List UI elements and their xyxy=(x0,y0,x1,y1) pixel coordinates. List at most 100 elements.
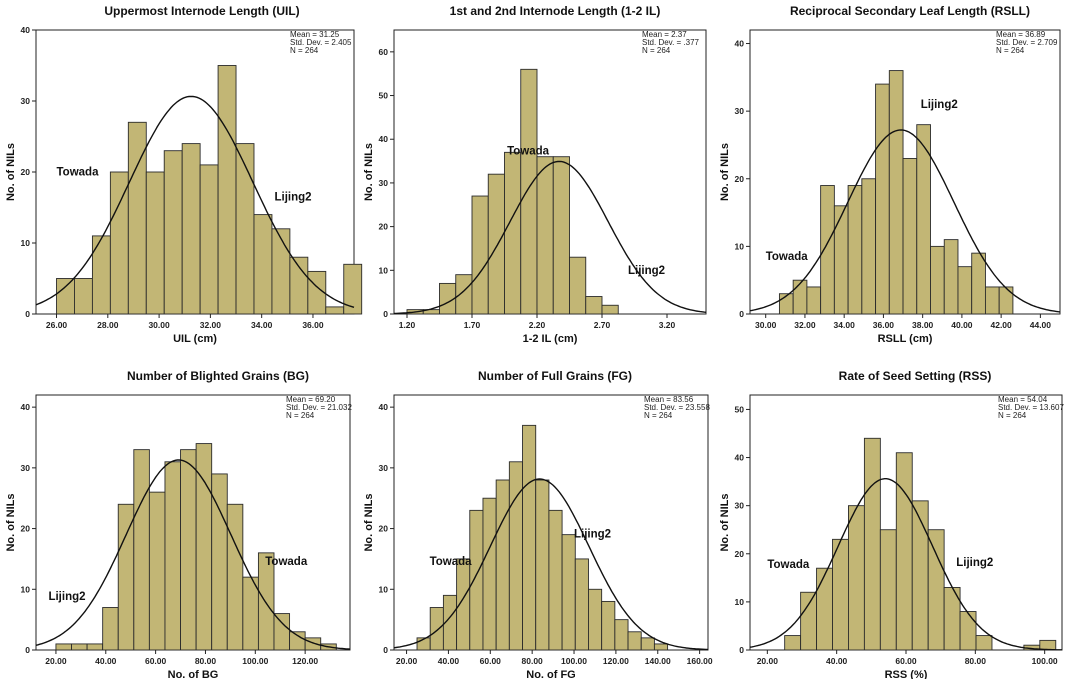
histogram-bar xyxy=(888,70,904,315)
normal-curve xyxy=(35,95,355,308)
annotation-label: Towada xyxy=(57,167,100,179)
y-tick-label: 30 xyxy=(21,463,31,473)
y-tick-label: 20 xyxy=(21,167,31,177)
histogram-bar xyxy=(957,266,973,315)
annotation-label: Towada xyxy=(430,556,473,568)
histogram-panel-2: 1st and 2nd Internode Length (1-2 IL) 1.2… xyxy=(363,4,707,345)
histogram-bar xyxy=(469,509,484,651)
x-tick-label: 60.00 xyxy=(895,656,917,666)
stat-n: N = 264 xyxy=(996,46,1025,55)
x-tick-label: 20.00 xyxy=(396,656,418,666)
histogram-bar xyxy=(653,643,669,651)
annotation-label: Lijing2 xyxy=(628,265,665,277)
x-tick-label: 42.00 xyxy=(990,320,1012,330)
histogram-bar xyxy=(820,185,835,315)
y-tick-label: 40 xyxy=(379,134,389,144)
histogram-bar xyxy=(117,503,135,651)
y-tick-label: 20 xyxy=(735,174,745,184)
stat-mean: Mean = 54.04 xyxy=(998,395,1048,404)
x-tick-label: 26.00 xyxy=(46,320,68,330)
histogram-bar xyxy=(56,278,75,315)
x-tick-label: 40.00 xyxy=(95,656,117,666)
stat-std-dev: Std. Dev. = 13.607 xyxy=(998,403,1064,412)
histogram-bar xyxy=(833,205,849,315)
x-axis-label: RSLL (cm) xyxy=(878,333,933,345)
stat-mean: Mean = 69.20 xyxy=(286,395,336,404)
x-tick-label: 36.00 xyxy=(302,320,324,330)
x-tick-label: 1.70 xyxy=(464,320,481,330)
histogram-bar xyxy=(1039,639,1057,651)
histogram-bar xyxy=(614,619,629,651)
histogram-bar xyxy=(879,529,897,651)
histogram-bar xyxy=(588,588,603,651)
chart-title: Rate of Seed Setting (RSS) xyxy=(839,369,992,383)
histogram-bar xyxy=(195,443,213,651)
stat-std-dev: Std. Dev. = 2.709 xyxy=(996,38,1058,47)
histogram-bar xyxy=(806,286,822,315)
x-tick-label: 30.00 xyxy=(148,320,170,330)
y-tick-label: 50 xyxy=(735,404,745,414)
annotation-label: Lijing2 xyxy=(48,591,85,603)
stat-n: N = 264 xyxy=(644,411,673,420)
histogram-bar xyxy=(847,185,863,315)
x-axis-label: UIL (cm) xyxy=(173,333,217,345)
x-tick-label: 120.00 xyxy=(603,656,629,666)
histogram-bar xyxy=(226,503,244,651)
y-tick-label: 50 xyxy=(379,91,389,101)
y-tick-label: 60 xyxy=(379,47,389,57)
y-tick-label: 20 xyxy=(21,524,31,534)
stat-std-dev: Std. Dev. = .377 xyxy=(642,38,700,47)
histogram-bar xyxy=(253,214,273,315)
y-tick-label: 0 xyxy=(383,309,388,319)
normal-curve xyxy=(749,129,1061,313)
chart-title: Number of Blighted Grains (BG) xyxy=(127,369,309,383)
histogram-bar xyxy=(522,424,537,651)
stat-mean: Mean = 2.37 xyxy=(642,30,687,39)
normal-curve xyxy=(35,459,351,650)
y-tick-label: 30 xyxy=(21,96,31,106)
histogram-bar xyxy=(927,529,945,651)
annotation-label: Lijing2 xyxy=(574,529,611,541)
histogram-bar xyxy=(861,178,877,315)
histogram-bar xyxy=(627,631,642,651)
x-tick-label: 32.00 xyxy=(794,320,816,330)
x-tick-label: 160.00 xyxy=(687,656,713,666)
chart-title: 1st and 2nd Internode Length (1-2 IL) xyxy=(450,4,661,18)
x-tick-label: 60.00 xyxy=(145,656,167,666)
y-tick-label: 10 xyxy=(379,584,389,594)
x-tick-label: 80.00 xyxy=(522,656,544,666)
histogram-bar xyxy=(520,68,538,315)
x-axis-label: No. of FG xyxy=(526,669,576,679)
histogram-bar xyxy=(504,151,522,315)
x-tick-label: 34.00 xyxy=(251,320,273,330)
histogram-bar xyxy=(800,591,818,651)
x-tick-label: 38.00 xyxy=(912,320,934,330)
histogram-bar xyxy=(943,239,959,315)
x-axis-label: No. of BG xyxy=(168,669,219,679)
histogram-bar xyxy=(429,607,444,651)
x-tick-label: 28.00 xyxy=(97,320,119,330)
histogram-bar xyxy=(289,631,306,651)
chart-title: Uppermost Internode Length (UIL) xyxy=(104,4,299,18)
stat-std-dev: Std. Dev. = 2.405 xyxy=(290,38,352,47)
histogram-bar xyxy=(455,274,473,315)
normal-curve xyxy=(749,478,1062,651)
y-tick-label: 0 xyxy=(383,645,388,655)
y-tick-label: 40 xyxy=(21,402,31,412)
x-tick-label: 30.00 xyxy=(755,320,777,330)
x-tick-label: 40.00 xyxy=(951,320,973,330)
histogram-bar xyxy=(325,306,345,315)
histogram-bar xyxy=(199,164,219,315)
histogram-panel-3: Reciprocal Secondary Leaf Length (RSLL) 3… xyxy=(719,4,1061,345)
histogram-bar xyxy=(271,228,291,315)
y-axis-label: No. of NILs xyxy=(5,493,17,551)
x-tick-label: 44.00 xyxy=(1030,320,1052,330)
y-tick-label: 20 xyxy=(379,524,389,534)
x-tick-label: 80.00 xyxy=(965,656,987,666)
annotation-label: Towada xyxy=(766,251,809,263)
chart-title: Number of Full Grains (FG) xyxy=(478,369,632,383)
histogram-bar xyxy=(536,156,554,315)
x-tick-label: 2.20 xyxy=(529,320,546,330)
histogram-bar xyxy=(235,143,255,315)
